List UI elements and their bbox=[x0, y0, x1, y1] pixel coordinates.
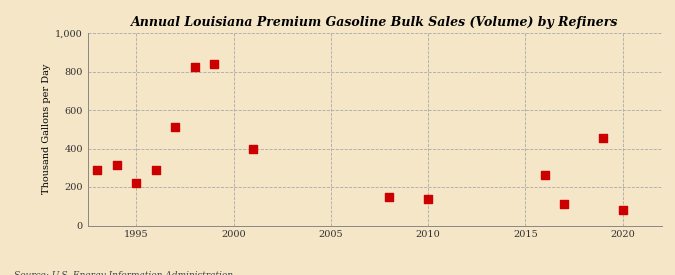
Point bbox=[170, 125, 181, 130]
Text: Source: U.S. Energy Information Administration: Source: U.S. Energy Information Administ… bbox=[14, 271, 232, 275]
Point bbox=[539, 173, 550, 178]
Point bbox=[598, 136, 609, 140]
Point bbox=[131, 181, 142, 185]
Point bbox=[559, 202, 570, 207]
Title: Annual Louisiana Premium Gasoline Bulk Sales (Volume) by Refiners: Annual Louisiana Premium Gasoline Bulk S… bbox=[131, 16, 618, 29]
Point bbox=[617, 208, 628, 212]
Point bbox=[151, 167, 161, 172]
Point bbox=[384, 194, 395, 199]
Point bbox=[111, 163, 122, 167]
Point bbox=[189, 65, 200, 69]
Y-axis label: Thousand Gallons per Day: Thousand Gallons per Day bbox=[42, 64, 51, 194]
Point bbox=[209, 62, 219, 66]
Point bbox=[423, 196, 433, 201]
Point bbox=[92, 167, 103, 172]
Point bbox=[248, 147, 259, 152]
